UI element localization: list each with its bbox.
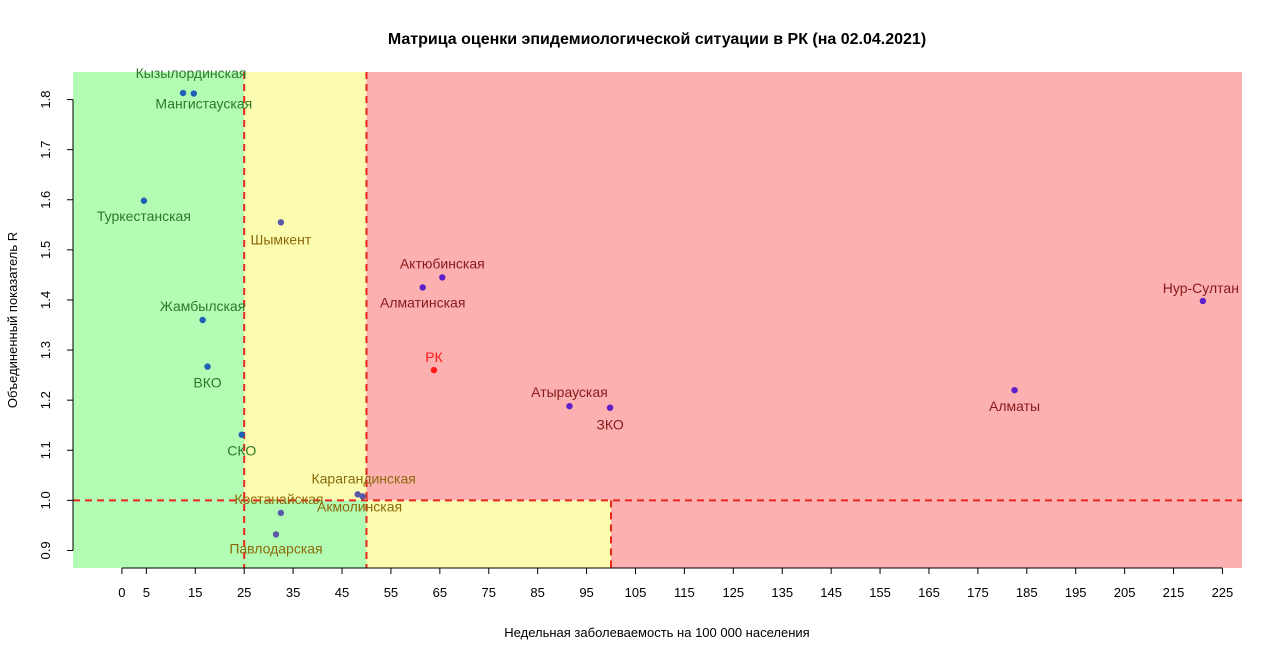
x-tick-label: 75 [482,585,496,600]
x-tick-label: 45 [335,585,349,600]
x-tick-label: 15 [188,585,202,600]
zone-yellow-high [244,72,367,501]
zone-red-high [366,72,1243,501]
x-tick-label: 115 [674,585,695,600]
x-tick-label: 0 [118,585,125,600]
y-tick-label: 1.8 [38,91,53,109]
zone-green-high [73,72,245,568]
y-tick-label: 1.2 [38,391,53,409]
x-axis-label: Недельная заболеваемость на 100 000 насе… [504,625,809,640]
y-tick-label: 1.3 [38,341,53,359]
data-points [140,89,1207,538]
point-label: Алматинская [380,294,465,310]
point-label: СКО [227,443,256,459]
y-tick-label: 1.6 [38,191,53,209]
x-tick-label: 185 [1016,585,1038,600]
y-tick-label: 1.7 [38,141,53,159]
data-point [277,219,285,226]
y-tick-label: 1.5 [38,241,53,259]
x-tick-label: 145 [820,585,842,600]
point-label: ВКО [193,375,221,391]
x-tick-label: 95 [579,585,593,600]
data-point [179,89,187,97]
x-tick-label: 65 [433,585,447,600]
zone-backgrounds [73,72,1243,568]
data-point [1199,297,1207,305]
zone-red-low [611,500,1242,568]
point-label: Карагандинская [311,470,415,486]
x-tick-label: 25 [237,585,251,600]
point-label: Акмолинская [317,498,402,514]
data-point [354,491,361,498]
x-tick-label: 225 [1212,585,1234,600]
data-point [272,531,280,538]
y-tick-label: 0.9 [38,541,53,559]
data-point [190,90,198,97]
y-tick-label: 1.1 [38,441,53,459]
point-label: Мангистауская [155,96,252,112]
data-point [238,431,245,438]
point-label: Павлодарская [229,540,322,556]
x-tick-label: 155 [869,585,891,600]
y-tick-label: 1.4 [38,291,53,309]
data-point [566,402,573,410]
chart-title: Матрица оценки эпидемиологической ситуац… [388,31,926,48]
x-tick-label: 35 [286,585,300,600]
x-tick-label: 205 [1114,585,1136,600]
zone-green-low [244,500,367,568]
data-point [140,197,148,204]
point-label: Кызылординская [136,65,247,81]
x-tick-label: 215 [1163,585,1185,600]
data-point [419,284,426,291]
data-point [439,274,446,281]
point-labels: Кызылординская Мангистауская Туркестанская… [97,65,1239,556]
data-point [1011,386,1018,394]
data-point [359,493,366,500]
point-label: Атырауская [531,384,608,400]
point-label: Шымкент [251,231,312,247]
data-point [277,509,285,517]
point-label: Туркестанская [97,208,191,224]
x-tick-label: 195 [1065,585,1087,600]
x-tick-label: 135 [771,585,793,600]
x-tick-label: 85 [530,585,544,600]
x-tick-label: 55 [384,585,398,600]
point-label: ЗКО [596,417,623,433]
x-tick-label: 5 [143,585,150,600]
threshold-lines [73,72,1242,568]
zone-yellow-low [366,500,612,568]
axes: 0 5 15 25 35 45 55 65 75 85 95 105 115 125 135 145 155 16… [38,91,1233,600]
point-label: Жамбылская [160,298,245,314]
data-point [606,404,614,411]
point-label: Актюбинская [400,255,485,271]
point-label: РК [425,349,443,365]
data-point [430,366,438,374]
x-tick-label: 175 [967,585,989,600]
y-axis-label: Объединенный показатель R [5,232,20,408]
x-tick-label: 165 [918,585,940,600]
x-tick-label: 105 [625,585,647,600]
point-label: Костанайская [234,491,323,507]
data-point [199,316,206,324]
point-label: Алматы [989,398,1040,414]
point-label: Нур-Султан [1163,280,1239,296]
data-point [204,363,211,370]
y-tick-label: 1.0 [38,491,53,509]
x-tick-label: 125 [722,585,744,600]
